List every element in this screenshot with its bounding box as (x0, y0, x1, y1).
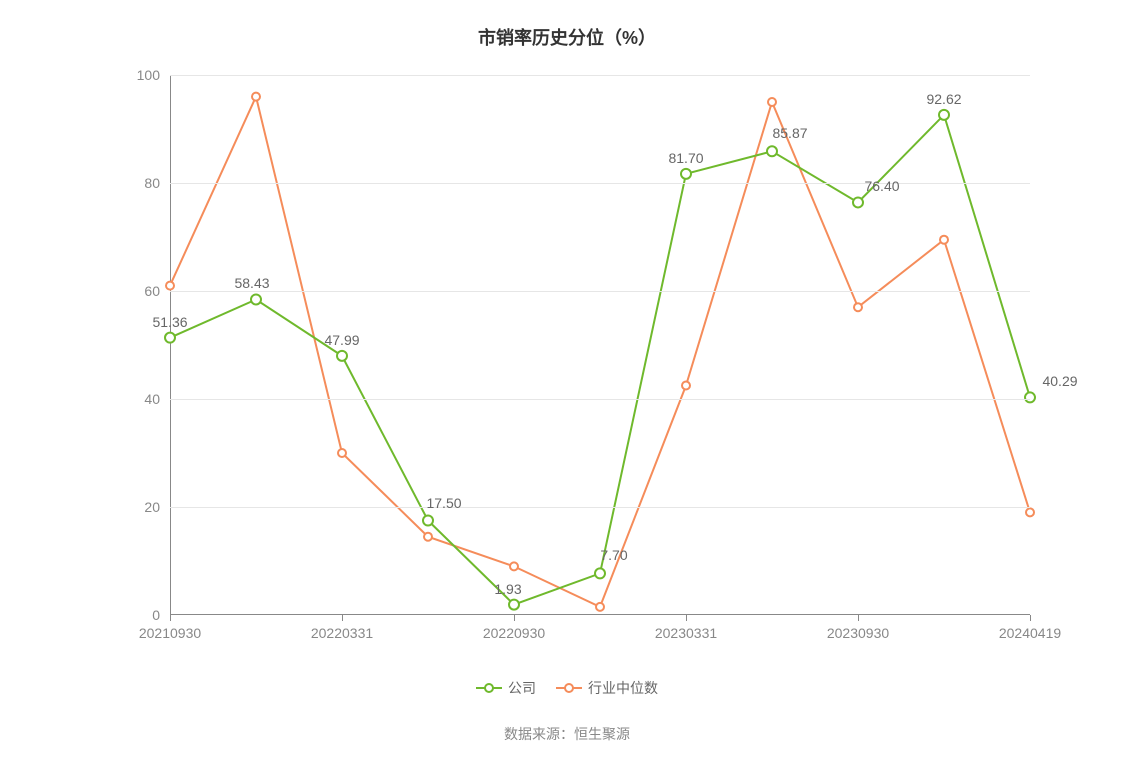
series-line (170, 115, 1030, 605)
series-marker (338, 449, 346, 457)
series-marker (595, 568, 605, 578)
gridline (170, 75, 1030, 76)
x-axis-tick (858, 615, 859, 621)
y-axis-tick-label: 80 (144, 175, 160, 191)
series-marker (1026, 508, 1034, 516)
x-axis-tick-label: 20240419 (999, 625, 1061, 641)
series-marker (337, 351, 347, 361)
data-point-label: 76.40 (864, 178, 899, 194)
gridline (170, 399, 1030, 400)
y-axis-tick-label: 0 (152, 607, 160, 623)
series-marker (509, 600, 519, 610)
series-marker (940, 236, 948, 244)
y-axis-tick-label: 20 (144, 499, 160, 515)
data-point-label: 1.93 (494, 581, 521, 597)
series-marker (424, 533, 432, 541)
series-marker (854, 303, 862, 311)
data-point-label: 58.43 (234, 275, 269, 291)
series-marker (768, 98, 776, 106)
legend-marker (476, 682, 502, 694)
chart-container: 市销率历史分位（%） 02040608010020210930202203312… (0, 0, 1134, 766)
series-marker (252, 93, 260, 101)
series-line (170, 97, 1030, 607)
series-marker (682, 382, 690, 390)
series-marker (681, 169, 691, 179)
legend-marker (556, 682, 582, 694)
series-marker (510, 562, 518, 570)
data-source-label: 数据来源：恒生聚源 (0, 724, 1134, 744)
data-point-label: 51.36 (152, 314, 187, 330)
series-marker (423, 516, 433, 526)
data-point-label: 81.70 (668, 150, 703, 166)
x-axis-tick (342, 615, 343, 621)
series-marker (166, 282, 174, 290)
x-axis-tick-label: 20210930 (139, 625, 201, 641)
y-axis-tick-label: 40 (144, 391, 160, 407)
x-axis-tick (1030, 615, 1031, 621)
data-point-label: 92.62 (926, 91, 961, 107)
series-marker (939, 110, 949, 120)
legend-label: 公司 (508, 678, 536, 698)
x-axis-tick-label: 20220331 (311, 625, 373, 641)
data-point-label: 40.29 (1042, 373, 1077, 389)
series-marker (251, 294, 261, 304)
chart-title: 市销率历史分位（%） (0, 0, 1134, 50)
data-point-label: 17.50 (426, 495, 461, 511)
y-axis-tick-label: 60 (144, 283, 160, 299)
x-axis-tick (514, 615, 515, 621)
legend-item[interactable]: 行业中位数 (556, 678, 658, 698)
series-marker (596, 603, 604, 611)
data-point-label: 85.87 (772, 125, 807, 141)
series-marker (767, 146, 777, 156)
plot-area: 0204060801002021093020220331202209302023… (170, 75, 1030, 615)
series-marker (1025, 392, 1035, 402)
y-axis-tick-label: 100 (137, 67, 160, 83)
x-axis-tick-label: 20230930 (827, 625, 889, 641)
gridline (170, 507, 1030, 508)
x-axis-tick (686, 615, 687, 621)
legend-item[interactable]: 公司 (476, 678, 536, 698)
data-point-label: 47.99 (324, 332, 359, 348)
gridline (170, 291, 1030, 292)
legend-label: 行业中位数 (588, 678, 658, 698)
x-axis-tick (170, 615, 171, 621)
x-axis-tick-label: 20220930 (483, 625, 545, 641)
series-marker (165, 333, 175, 343)
legend: 公司 行业中位数 (0, 678, 1134, 698)
chart-lines-svg (170, 75, 1030, 615)
x-axis-tick-label: 20230331 (655, 625, 717, 641)
series-marker (853, 197, 863, 207)
data-point-label: 7.70 (600, 547, 627, 563)
gridline (170, 183, 1030, 184)
